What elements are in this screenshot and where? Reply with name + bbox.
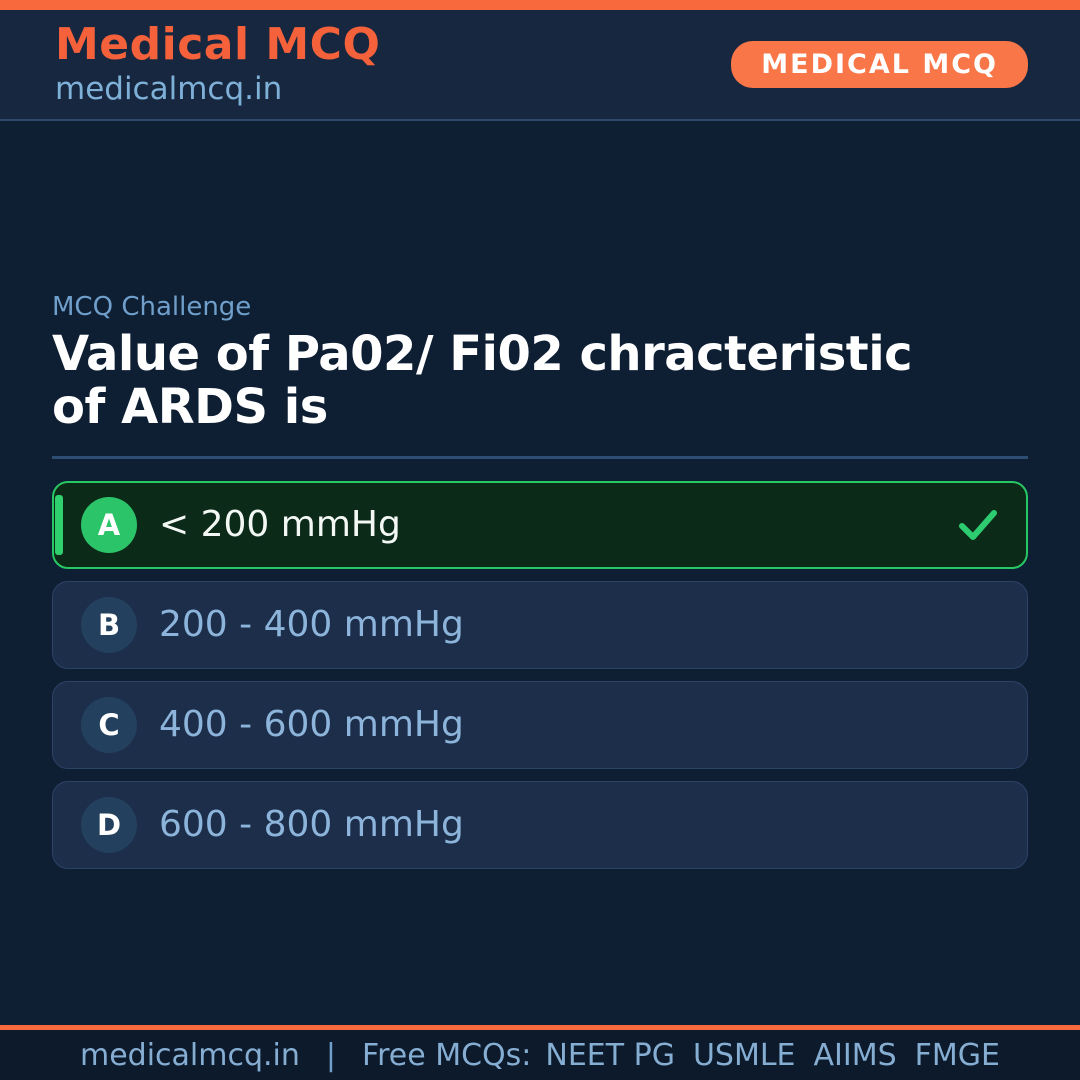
question-line-2: of ARDS is bbox=[52, 378, 328, 435]
option-letter-badge: C bbox=[81, 696, 137, 753]
question-divider bbox=[52, 455, 1028, 459]
footer-exam-fmge: FMGE bbox=[914, 1037, 1001, 1073]
footer-site: medicalmcq.in bbox=[79, 1037, 300, 1073]
footer-separator: | bbox=[325, 1037, 336, 1073]
brand-subtitle: medicalmcq.in bbox=[55, 70, 283, 107]
check-icon bbox=[958, 508, 998, 542]
correct-accent-bar bbox=[55, 494, 63, 555]
option-letter-badge: B bbox=[81, 596, 137, 653]
header: Medical MCQ medicalmcq.in MEDICAL MCQ bbox=[0, 10, 1080, 121]
option-label: 200 - 400 mmHg bbox=[159, 604, 464, 645]
option-label: < 200 mmHg bbox=[159, 504, 401, 545]
brand-badge: MEDICAL MCQ bbox=[731, 41, 1028, 88]
brand-title: Medical MCQ bbox=[55, 19, 381, 71]
option-letter-badge: A bbox=[81, 496, 137, 553]
option-label: 600 - 800 mmHg bbox=[159, 804, 464, 845]
footer-exam-usmle: USMLE bbox=[692, 1037, 796, 1073]
footer-exam-aiims: AIIMS bbox=[813, 1037, 897, 1073]
question-section: MCQ Challenge Value of Pa02/ Fi02 chract… bbox=[0, 121, 1080, 1025]
option-a[interactable]: A < 200 mmHg bbox=[52, 480, 1028, 569]
option-letter-badge: D bbox=[81, 796, 137, 853]
question-line-1: Value of Pa02/ Fi02 chracteristic bbox=[52, 325, 913, 382]
option-b[interactable]: B 200 - 400 mmHg bbox=[52, 580, 1028, 669]
footer: medicalmcq.in | Free MCQs: NEET PG USMLE… bbox=[0, 1025, 1080, 1080]
footer-exam-neetpg: NEET PG bbox=[545, 1037, 675, 1073]
brand: Medical MCQ medicalmcq.in bbox=[55, 19, 381, 107]
footer-tagline: Free MCQs: bbox=[362, 1037, 532, 1073]
top-accent-bar bbox=[0, 0, 1080, 10]
option-d[interactable]: D 600 - 800 mmHg bbox=[52, 780, 1028, 869]
question-category-label: MCQ Challenge bbox=[52, 292, 252, 322]
options-list: A < 200 mmHg B 200 - 400 mmHg C 400 - 60… bbox=[52, 480, 1028, 869]
option-label: 400 - 600 mmHg bbox=[159, 704, 464, 745]
question-text: Value of Pa02/ Fi02 chracteristic of ARD… bbox=[52, 325, 1028, 435]
option-c[interactable]: C 400 - 600 mmHg bbox=[52, 680, 1028, 769]
